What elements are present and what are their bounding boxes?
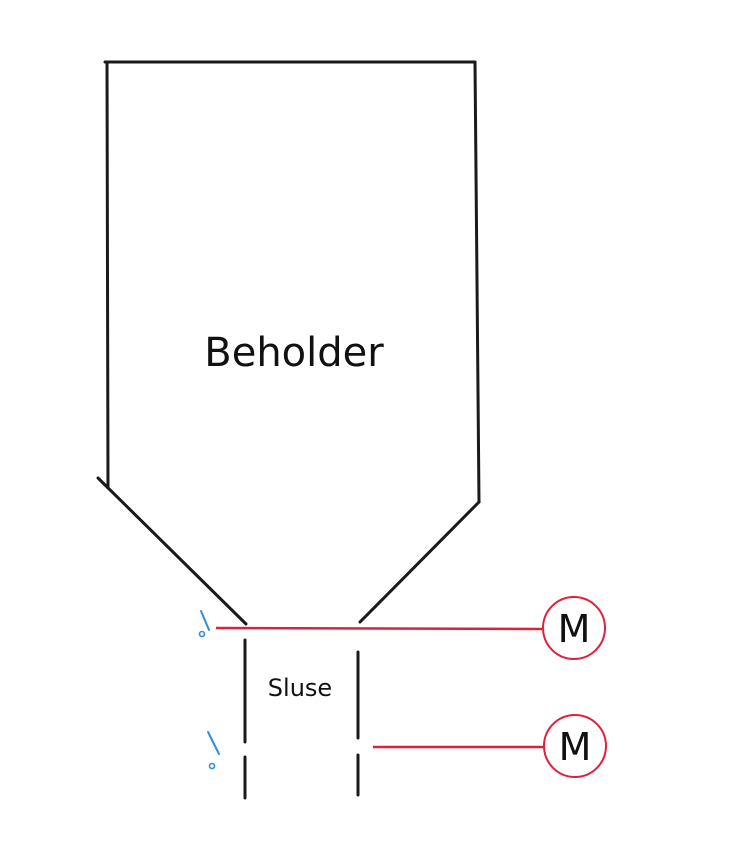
lower-motor: M (543, 714, 607, 778)
upper-motor-label: M (558, 607, 591, 651)
lower-limit-switch-icon (207, 731, 220, 770)
upper-motor: M (542, 596, 606, 660)
container-right-wall (473, 60, 481, 504)
motor-symbol-icon (543, 714, 607, 778)
upper-switch-lever (200, 610, 210, 631)
motor-symbol-icon (542, 596, 606, 660)
container-left-wall (105, 60, 110, 490)
lower-switch-contact (208, 762, 216, 770)
container-label: Beholder (204, 330, 384, 376)
airlock-label: Sluse (268, 674, 332, 702)
lower-switch-lever (207, 731, 220, 755)
upper-limit-switch-icon (198, 610, 210, 638)
hopper-right-slope (358, 500, 481, 624)
upper-motor-wire (215, 626, 545, 631)
airlock-outline (243, 638, 360, 800)
hopper-left-slope (96, 476, 248, 626)
container-outline (96, 60, 481, 626)
lower-motor-label: M (559, 725, 592, 769)
upper-switch-contact (198, 630, 206, 638)
